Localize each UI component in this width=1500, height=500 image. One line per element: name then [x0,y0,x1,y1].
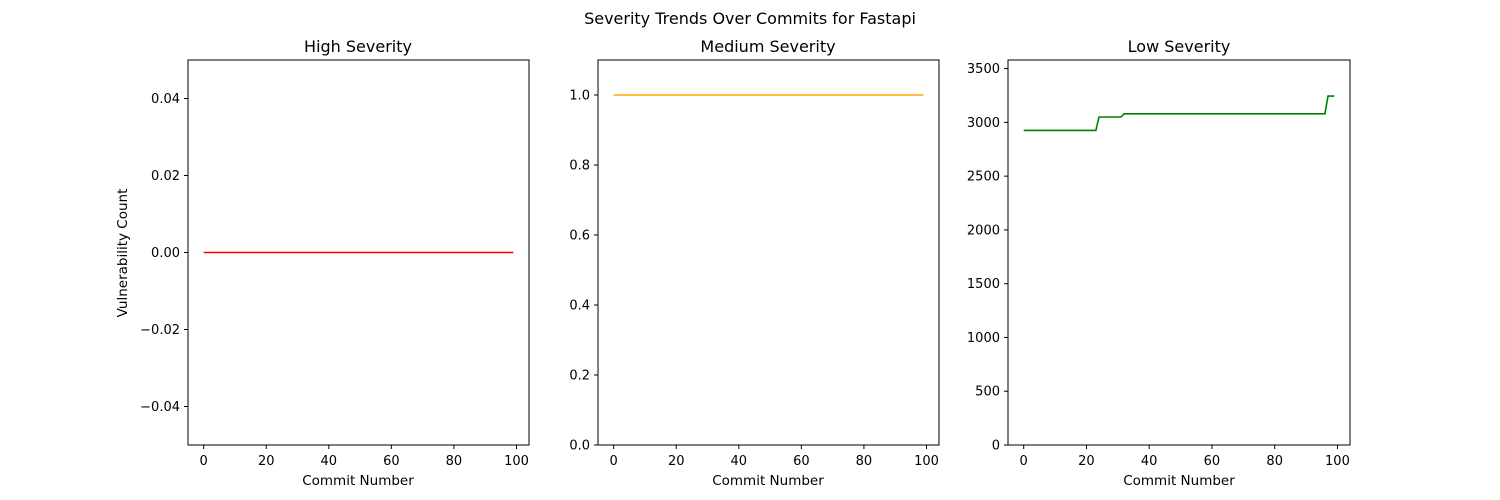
plot-high: 0 20 40 60 80 100 −0.04 −0.02 0.00 0.02 0.04 [140,59,530,469]
x-tick-label-medium-3: 60 [793,454,810,469]
x-tick-label-medium-1: 20 [668,454,685,469]
x-tick-label-high-1: 20 [258,454,275,469]
x-tick-label-low-1: 20 [1078,454,1095,469]
x-tick-label-medium-4: 80 [856,454,873,469]
series-line-low-0 [1023,95,1335,132]
x-tick-label-high-2: 40 [321,454,338,469]
panel-high: High Severity 0 20 40 60 80 100 −0.04 −0.02 0.00… [115,37,530,489]
x-tick-label-low-5: 100 [1325,454,1350,469]
y-tick-label-high-4: 0.04 [151,92,180,107]
x-axis-label-high: Commit Number [302,473,414,489]
panel-medium: Medium Severity 0 20 40 60 80 100 0.0 0.2 0.4 0.6… [569,37,940,489]
axes-frame-low [1007,59,1351,446]
x-tick-label-high-4: 80 [446,454,463,469]
y-tick-label-low-4: 2000 [967,223,1000,238]
panel-title-medium: Medium Severity [700,37,835,56]
x-tick-label-low-3: 60 [1204,454,1221,469]
y-tick-label-high-3: 0.02 [151,169,180,184]
y-tick-label-medium-2: 0.4 [569,299,590,314]
x-tick-label-low-2: 40 [1141,454,1158,469]
x-tick-label-low-0: 0 [1020,454,1028,469]
plot-medium: 0 20 40 60 80 100 0.0 0.2 0.4 0.6 0.8 1.0 [569,59,940,469]
x-axis-label-medium: Commit Number [712,473,824,489]
x-tick-label-medium-0: 0 [610,454,618,469]
y-tick-label-low-1: 500 [975,385,1000,400]
y-tick-label-medium-5: 1.0 [569,89,590,104]
y-axis-label-high: Vulnerability Count [115,189,131,318]
x-tick-label-medium-2: 40 [731,454,748,469]
x-tick-label-high-0: 0 [200,454,208,469]
panel-title-high: High Severity [304,37,412,56]
y-tick-label-medium-4: 0.8 [569,159,590,174]
y-tick-label-high-0: −0.04 [140,400,180,415]
x-tick-label-medium-5: 100 [914,454,939,469]
figure-title: Severity Trends Over Commits for Fastapi [584,9,916,28]
x-axis-label-low: Commit Number [1123,473,1235,489]
y-tick-label-low-2: 1000 [967,331,1000,346]
y-tick-label-high-2: 0.00 [151,246,180,261]
y-tick-label-low-0: 0 [992,439,1000,454]
y-tick-label-low-5: 2500 [967,170,1000,185]
x-tick-label-high-5: 100 [504,454,529,469]
panel-low: Low Severity 0 20 40 60 80 100050010001500200… [967,37,1351,489]
y-tick-label-high-1: −0.02 [140,323,180,338]
panel-title-low: Low Severity [1128,37,1231,56]
y-tick-label-low-3: 1500 [967,277,1000,292]
y-tick-label-low-6: 3000 [967,116,1000,131]
y-tick-label-medium-0: 0.0 [569,439,590,454]
y-tick-label-medium-1: 0.2 [569,369,590,384]
x-tick-label-high-3: 60 [383,454,400,469]
axes-frame-medium [597,59,940,446]
y-tick-label-medium-3: 0.6 [569,229,590,244]
x-tick-label-low-4: 80 [1266,454,1283,469]
y-tick-label-low-7: 3500 [967,62,1000,77]
